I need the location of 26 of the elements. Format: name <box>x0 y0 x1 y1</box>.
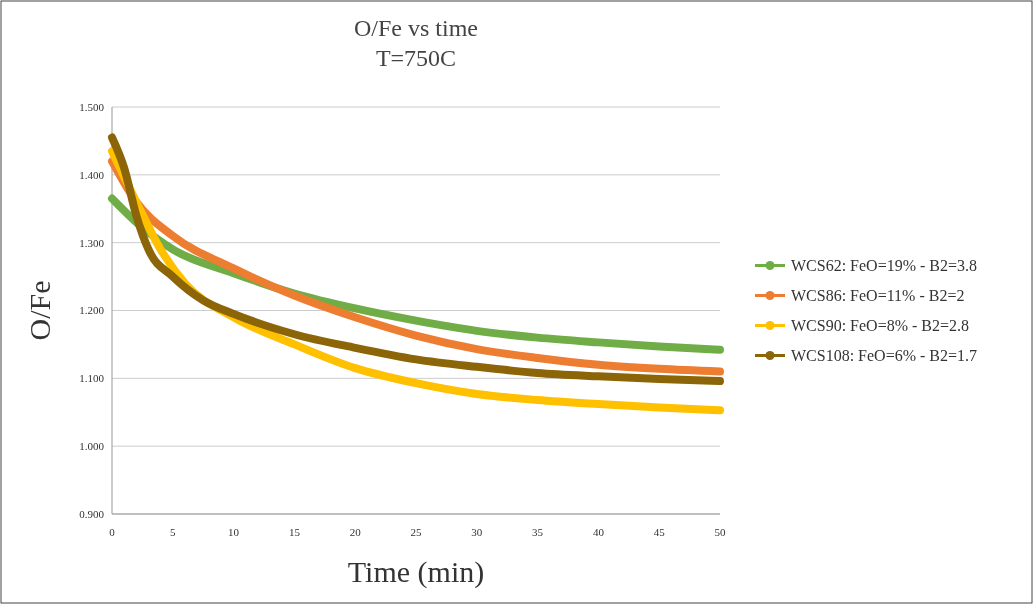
x-tick-label: 45 <box>653 526 666 538</box>
y-tick-label: 1.100 <box>79 372 105 385</box>
chart-title: O/Fe vs time <box>354 15 478 41</box>
legend-label: WCS62: FeO=19% - B2=3.8 <box>791 257 978 275</box>
y-axis-title: O/Fe <box>23 280 56 341</box>
y-tick-label: 1.500 <box>79 100 105 113</box>
x-tick-label: 0 <box>109 526 116 538</box>
y-tick-label: 1.000 <box>79 440 105 453</box>
x-tick-label: 25 <box>410 526 422 538</box>
x-tick-label: 5 <box>170 526 177 538</box>
legend-label: WCS90: FeO=8% - B2=2.8 <box>791 317 970 335</box>
legend-label: WCS86: FeO=11% - B2=2 <box>791 287 965 305</box>
x-tick-label: 40 <box>592 526 605 538</box>
chart-subtitle: T=750C <box>375 45 457 71</box>
y-tick-label: 1.300 <box>79 236 105 249</box>
x-tick-label: 30 <box>471 526 483 538</box>
y-tick-label: 0.900 <box>79 507 105 520</box>
x-tick-label: 50 <box>714 526 726 538</box>
y-tick-label: 1.400 <box>79 168 105 181</box>
x-tick-label: 10 <box>228 526 240 538</box>
x-tick-label: 35 <box>532 526 544 538</box>
legend-label: WCS108: FeO=6% - B2=1.7 <box>791 347 978 365</box>
x-axis-title: Time (min) <box>347 555 485 589</box>
x-tick-label: 15 <box>288 526 301 538</box>
x-tick-label: 20 <box>349 526 362 538</box>
y-tick-label: 1.200 <box>79 304 105 317</box>
